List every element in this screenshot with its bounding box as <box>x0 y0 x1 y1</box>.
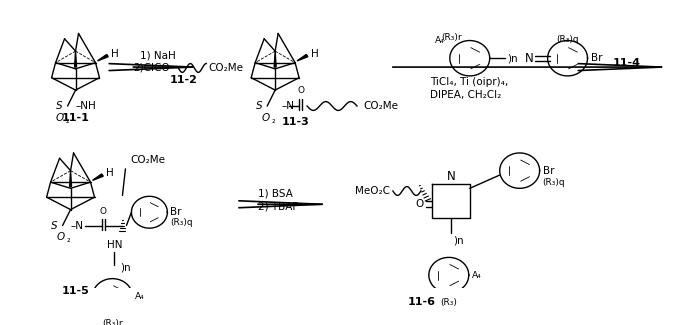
Text: N: N <box>447 170 455 183</box>
Text: 11-6: 11-6 <box>408 297 436 306</box>
Text: O: O <box>57 232 64 242</box>
Text: MeO₂C: MeO₂C <box>355 186 390 196</box>
Text: 11-1: 11-1 <box>62 113 90 124</box>
Text: S: S <box>256 101 262 111</box>
Text: H: H <box>111 49 119 59</box>
Text: N: N <box>525 52 533 65</box>
Text: S: S <box>51 221 58 230</box>
Polygon shape <box>69 171 71 187</box>
Text: ₂: ₂ <box>271 116 275 125</box>
Text: O: O <box>298 86 304 96</box>
Text: )n: )n <box>453 236 463 246</box>
Text: ₂: ₂ <box>66 116 69 125</box>
Text: A₄: A₄ <box>435 36 444 45</box>
Text: 11-5: 11-5 <box>62 286 90 296</box>
Text: O: O <box>416 199 424 209</box>
Polygon shape <box>92 174 104 180</box>
Text: CO₂Me: CO₂Me <box>209 63 244 73</box>
Text: CO₂Me: CO₂Me <box>130 155 165 165</box>
Text: –N: –N <box>71 221 83 230</box>
Text: TiCl₄, Ti (oipr)₄,: TiCl₄, Ti (oipr)₄, <box>430 77 508 87</box>
Text: (R₃)r: (R₃)r <box>442 33 462 43</box>
Polygon shape <box>74 51 76 67</box>
Text: A₄: A₄ <box>472 271 482 280</box>
Text: –NH: –NH <box>76 101 97 111</box>
Text: 11-3: 11-3 <box>281 117 309 127</box>
Text: DIPEA, CH₂Cl₂: DIPEA, CH₂Cl₂ <box>430 89 501 99</box>
Text: 2) TBAF: 2) TBAF <box>258 201 298 211</box>
Text: )n: )n <box>120 262 131 272</box>
Polygon shape <box>274 51 276 67</box>
Text: )n: )n <box>508 53 518 63</box>
Text: (R₃)q: (R₃)q <box>556 35 579 44</box>
Text: S: S <box>56 101 63 111</box>
Text: H: H <box>311 49 318 59</box>
Text: Br: Br <box>542 166 554 176</box>
Text: ₂: ₂ <box>66 235 70 244</box>
Text: (R₃)q: (R₃)q <box>170 218 193 227</box>
Text: –N: –N <box>281 101 294 111</box>
Polygon shape <box>297 54 308 61</box>
Text: H: H <box>106 168 114 178</box>
Text: HN: HN <box>106 240 122 250</box>
Text: CO₂Me: CO₂Me <box>363 101 398 111</box>
Text: A₄: A₄ <box>134 292 144 301</box>
Text: 2)ClCO: 2)ClCO <box>134 63 170 73</box>
Polygon shape <box>97 54 108 61</box>
Text: 1) NaH: 1) NaH <box>141 51 176 60</box>
Text: O: O <box>55 112 64 123</box>
Text: (R₃): (R₃) <box>440 298 457 307</box>
Text: 1) BSA: 1) BSA <box>258 188 293 199</box>
Text: (R₃)r: (R₃)r <box>102 319 122 325</box>
Text: Br: Br <box>591 53 602 63</box>
Text: Br: Br <box>170 207 182 217</box>
Text: (R₃)q: (R₃)q <box>542 178 565 187</box>
Text: 11-4: 11-4 <box>612 58 640 68</box>
Text: O: O <box>100 207 107 216</box>
Text: 11-2: 11-2 <box>169 75 197 85</box>
Text: O: O <box>261 112 270 123</box>
